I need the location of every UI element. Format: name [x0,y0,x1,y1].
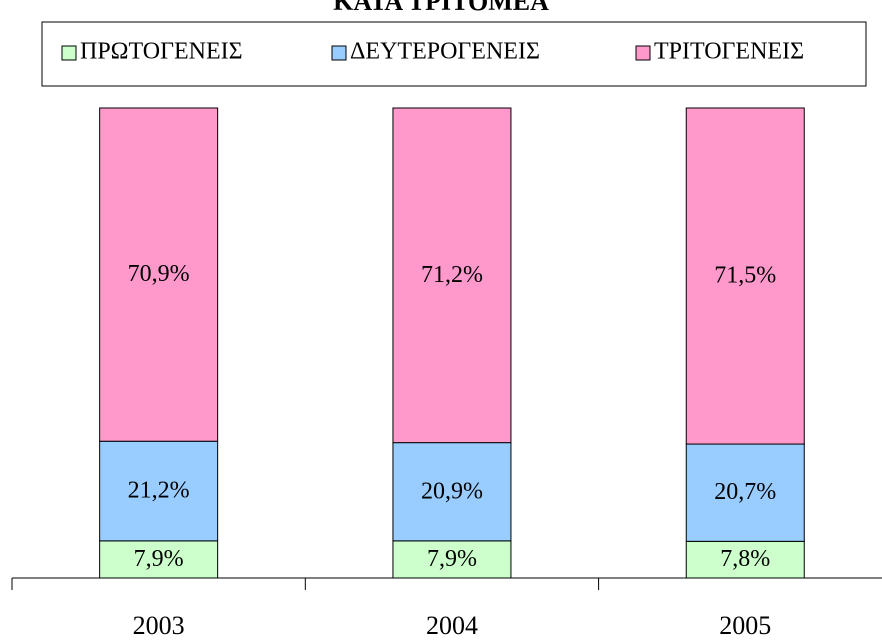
legend-swatch [61,45,77,61]
legend-label: ΤΡΙΤΟΓΕΝΕΙΣ [654,39,804,65]
legend-swatch [331,45,347,61]
x-tick-label: 2004 [426,611,478,640]
value-label: 7,9% [134,546,184,572]
value-label: 21,2% [128,478,190,504]
value-label: 71,5% [714,263,776,289]
value-label: 70,9% [128,261,190,287]
value-label: 20,9% [421,478,483,504]
bar-segment [99,107,219,442]
legend-swatch [635,45,651,61]
value-label: 20,7% [714,479,776,505]
bar-segment [392,442,512,542]
legend-label: ΠΡΩΤΟΓΕΝΕΙΣ [80,39,243,65]
value-label: 7,9% [427,546,477,572]
bar-segment [685,540,805,579]
bar-segment [685,107,805,445]
value-label: 71,2% [421,262,483,288]
bar-segment [685,443,805,542]
value-label: 7,8% [720,546,770,572]
x-tick-label: 2005 [719,611,771,640]
legend-box [41,21,867,87]
bar-segment [392,107,512,444]
x-tick-label: 2003 [133,611,185,640]
chart-title: ΚΑΤΑ ΤΡΙΤΟΜΕΑ [333,0,549,16]
legend-label: ΔΕΥΤΕΡΟΓΕΝΕΙΣ [350,39,540,65]
bar-segment [99,540,219,579]
